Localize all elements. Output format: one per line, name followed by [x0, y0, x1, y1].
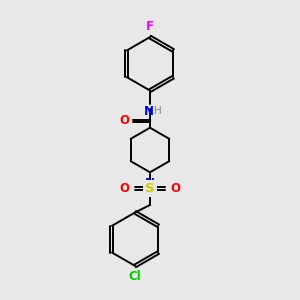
Text: O: O [120, 114, 130, 127]
Text: N: N [145, 177, 155, 190]
Text: O: O [171, 182, 181, 195]
Text: N: N [143, 105, 154, 119]
Text: O: O [119, 182, 129, 195]
Text: S: S [145, 182, 155, 195]
Text: H: H [154, 106, 162, 116]
Text: F: F [146, 20, 154, 33]
Text: Cl: Cl [129, 270, 142, 284]
